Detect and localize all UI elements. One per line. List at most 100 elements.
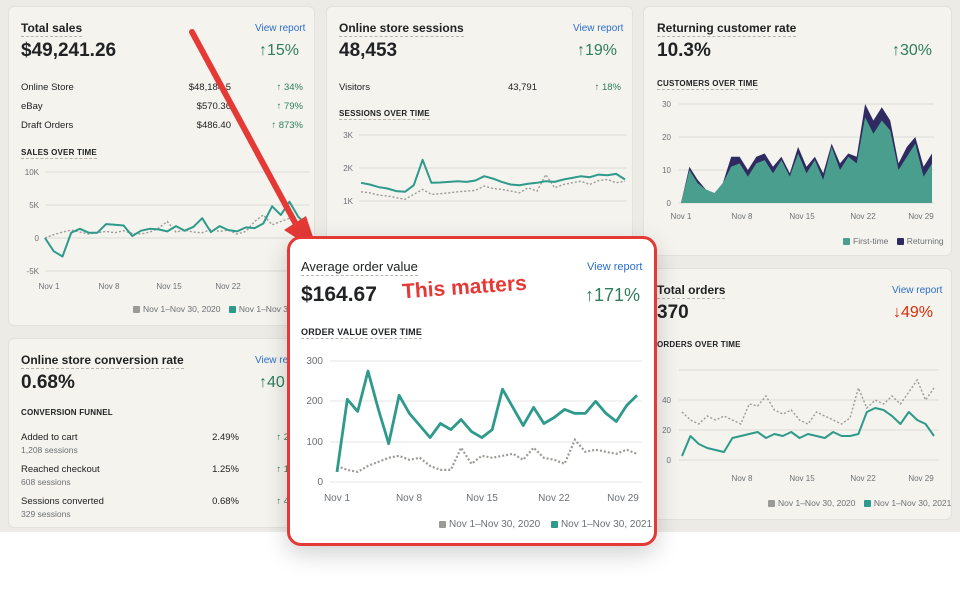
orders-previous-line xyxy=(681,378,935,425)
section-heading: SALES OVER TIME xyxy=(21,148,97,159)
order-value-previous-line xyxy=(336,437,638,474)
breakdown-value: 43,791 xyxy=(507,82,537,93)
x-tick-label: Nov 15 xyxy=(466,493,498,504)
y-tick-label: 0 xyxy=(667,199,672,208)
conversion-rate-card: Online store conversion rate View report… xyxy=(8,338,315,528)
x-tick-label: Nov 29 xyxy=(908,212,934,221)
funnel-step-change: ↑ 4 xyxy=(276,496,289,507)
x-tick-label: Nov 22 xyxy=(850,474,876,483)
view-report-link[interactable]: View report xyxy=(573,23,624,34)
average-order-value: $164.67 xyxy=(301,283,377,306)
breakdown-change: ↑ 18% xyxy=(594,82,621,93)
breakdown-change: ↑ 34% xyxy=(276,82,303,93)
average-order-value-card: Average order value View report $164.67 … xyxy=(287,236,657,546)
y-tick-label: 30 xyxy=(662,100,671,109)
y-tick-label: 40 xyxy=(662,396,671,405)
order-value-chart: 300 200 100 0 Nov 1 Nov 8 Nov 15 Nov 22 … xyxy=(306,356,642,504)
x-tick-label: Nov 1 xyxy=(671,212,692,221)
orders-chart: 40 20 0 Nov 8 Nov 15 Nov 22 Nov 29 xyxy=(662,369,939,483)
total-sales-card: Total sales View report $49,241.26 ↑15% … xyxy=(8,6,315,326)
funnel-step-change: ↑ 2 xyxy=(276,432,289,443)
change-indicator: ↑30% xyxy=(892,42,933,59)
y-tick-label: 200 xyxy=(306,396,323,407)
funnel-step-rate: 2.49% xyxy=(212,432,239,443)
change-indicator: ↑40 xyxy=(259,374,285,391)
sessions-value: 48,453 xyxy=(339,40,398,61)
y-tick-label: 1K xyxy=(343,197,353,206)
online-store-sessions-card: Online store sessions View report 48,453… xyxy=(326,6,633,246)
funnel-step-label: Added to cart xyxy=(21,432,78,443)
section-heading: SESSIONS OVER TIME xyxy=(339,109,430,120)
legend-returning: Returning xyxy=(906,236,944,246)
funnel-step-label: Reached checkout xyxy=(21,464,100,475)
breakdown-change: ↑ 873% xyxy=(271,120,303,131)
x-tick-label: Nov 22 xyxy=(850,212,876,221)
funnel-step-label: Sessions converted xyxy=(21,496,104,507)
first-time-area xyxy=(681,117,932,203)
total-sales-value: $49,241.26 xyxy=(21,40,117,61)
breakdown-change: ↑ 79% xyxy=(276,101,303,112)
x-tick-label: Nov 1 xyxy=(39,282,60,291)
funnel-step-rate: 1.25% xyxy=(212,464,239,475)
breakdown-label: Draft Orders xyxy=(21,120,74,131)
funnel-step-change: ↑ 1 xyxy=(276,464,289,475)
total-orders-value: 370 xyxy=(657,302,689,323)
returning-rate-value: 10.3% xyxy=(657,40,711,61)
change-indicator: ↑19% xyxy=(577,42,618,59)
sales-current-line xyxy=(44,200,308,258)
y-tick-label: 20 xyxy=(662,133,671,142)
x-tick-label: Nov 8 xyxy=(99,282,120,291)
section-heading: ORDERS OVER TIME xyxy=(657,340,741,349)
chart-legend: Nov 1–Nov 30, 2020 Nov 1–Nov 30, 2021 xyxy=(439,519,652,530)
x-tick-label: Nov 15 xyxy=(789,212,815,221)
chart-legend: First-time Returning xyxy=(843,236,944,246)
y-tick-label: 3K xyxy=(343,131,353,140)
funnel-step-sessions: 608 sessions xyxy=(21,477,71,487)
customers-chart: 30 20 10 0 Nov 1 Nov 8 Nov 15 Nov 22 Nov… xyxy=(662,100,934,221)
change-indicator: ↑15% xyxy=(259,42,300,59)
sessions-previous-line xyxy=(360,173,626,201)
sales-chart: 10K 5K 0 -5K Nov 1 Nov 8 Nov 15 Nov 22 xyxy=(25,168,309,291)
x-tick-label: Nov 8 xyxy=(732,474,753,483)
funnel-step-sessions: 329 sessions xyxy=(21,509,71,519)
card-title[interactable]: Average order value xyxy=(301,259,418,276)
section-heading: CUSTOMERS OVER TIME xyxy=(657,79,758,90)
x-tick-label: Nov 15 xyxy=(789,474,815,483)
returning-customer-rate-card: Returning customer rate 10.3% ↑30% CUSTO… xyxy=(643,6,952,256)
legend-previous-period: Nov 1–Nov 30, 2020 xyxy=(778,498,856,508)
y-tick-label: 5K xyxy=(29,201,39,210)
view-report-link[interactable]: View report xyxy=(587,261,643,273)
legend-current-period: Nov 1–Nov 30, 2021 xyxy=(560,519,653,530)
x-tick-label: Nov 8 xyxy=(732,212,753,221)
y-tick-label: 100 xyxy=(306,437,323,448)
breakdown-value: $48,184.5 xyxy=(188,82,231,93)
chart-legend: Nov 1–Nov 30, 2020 Nov 1–Nov 30, 2021 xyxy=(768,498,951,508)
x-tick-label: Nov 22 xyxy=(538,493,570,504)
section-heading: CONVERSION FUNNEL xyxy=(21,408,113,417)
change-indicator: ↓49% xyxy=(893,304,934,321)
legend-previous-period: Nov 1–Nov 30, 2020 xyxy=(143,304,221,314)
y-tick-label: 0 xyxy=(667,456,672,465)
card-title[interactable]: Total sales xyxy=(21,21,83,37)
card-title[interactable]: Total orders xyxy=(657,283,726,299)
x-tick-label: Nov 22 xyxy=(215,282,241,291)
funnel-step-rate: 0.68% xyxy=(212,496,239,507)
y-tick-label: 20 xyxy=(662,426,671,435)
sales-previous-line xyxy=(44,213,308,239)
breakdown-value: $486.40 xyxy=(196,120,231,131)
card-title[interactable]: Returning customer rate xyxy=(657,21,797,37)
funnel-step-sessions: 1,208 sessions xyxy=(21,445,78,455)
order-value-current-line xyxy=(335,369,638,473)
sessions-chart: 3K 2K 1K xyxy=(343,131,627,206)
view-report-link[interactable]: View report xyxy=(255,355,306,366)
card-title[interactable]: Online store conversion rate xyxy=(21,353,184,369)
x-tick-label: Nov 1 xyxy=(324,493,351,504)
view-report-link[interactable]: View report xyxy=(892,285,943,296)
view-report-link[interactable]: View report xyxy=(255,23,306,34)
x-tick-label: Nov 29 xyxy=(908,474,934,483)
y-tick-label: 10 xyxy=(662,166,671,175)
card-title[interactable]: Online store sessions xyxy=(339,21,464,37)
x-tick-label: Nov 8 xyxy=(396,493,423,504)
orders-current-line xyxy=(681,407,935,457)
y-tick-label: 0 xyxy=(317,477,323,488)
